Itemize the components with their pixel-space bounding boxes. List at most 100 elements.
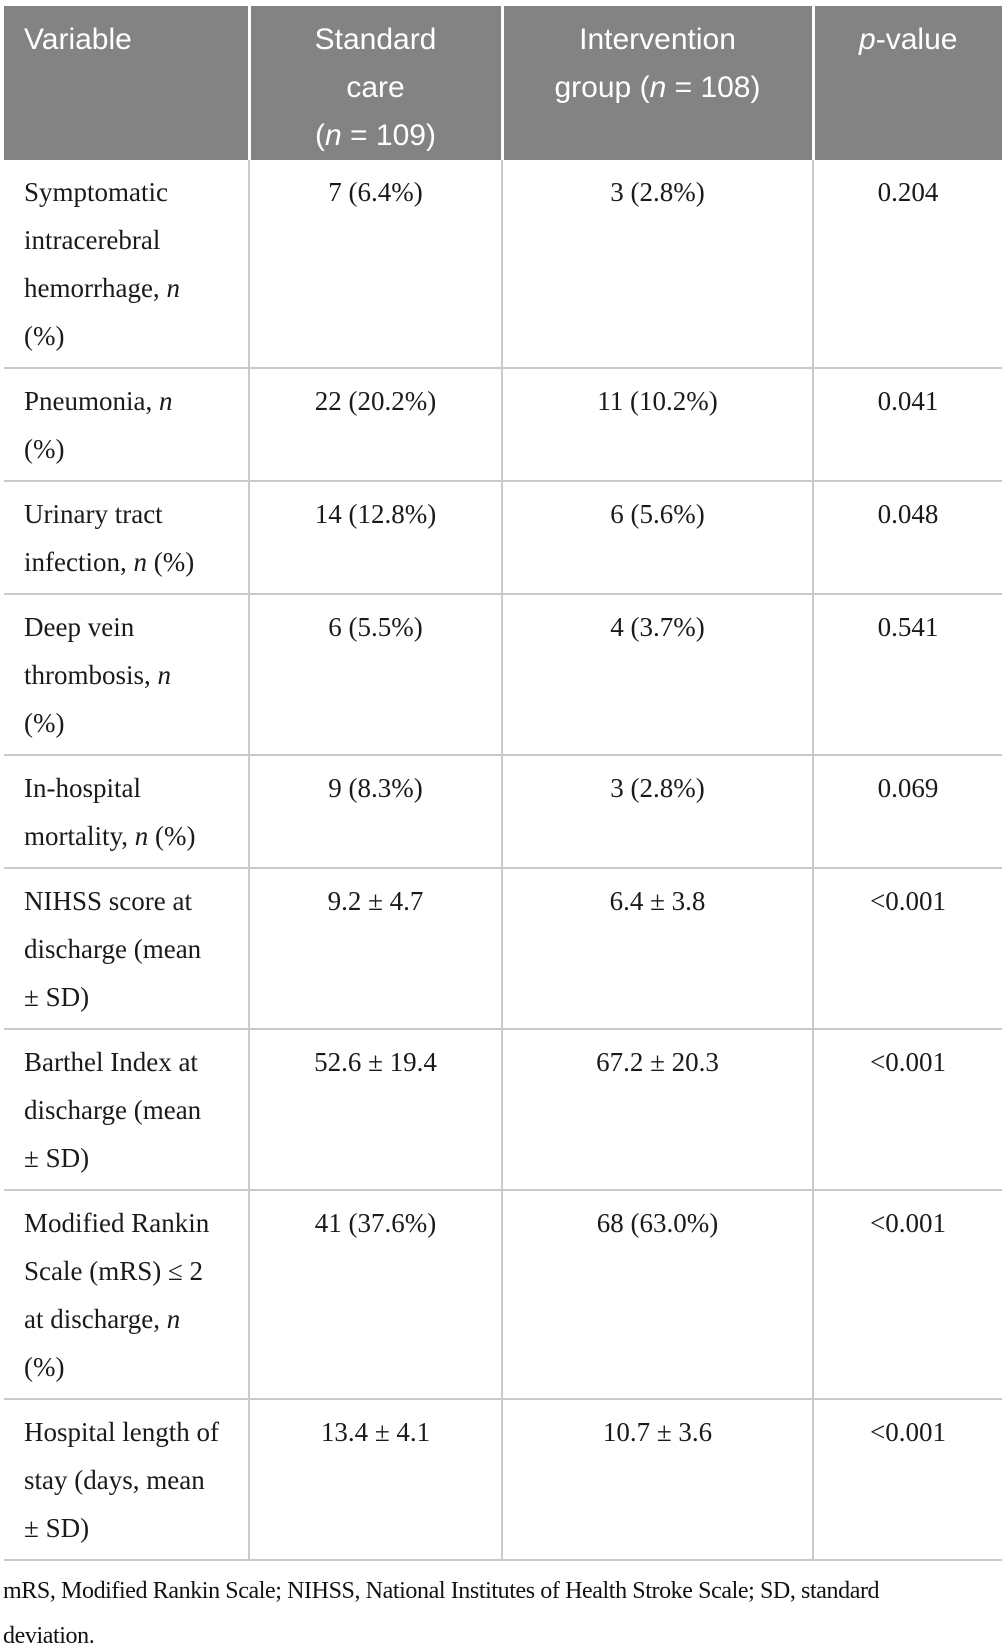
text-segment: Standard xyxy=(314,23,437,56)
cell-p-value: 0.069 xyxy=(812,754,1002,868)
cell-p-value: 0.541 xyxy=(812,593,1002,755)
text-segment: n xyxy=(166,273,180,303)
text-segment: stay (days, mean xyxy=(24,1465,205,1495)
text-segment: infection, xyxy=(24,547,134,577)
cell-intervention: 68 (63.0%) xyxy=(501,1189,813,1399)
text-segment: n xyxy=(166,1304,181,1334)
row-variable-label: Barthel Index at discharge (mean ± SD) xyxy=(4,1028,249,1190)
text-segment: ± SD) xyxy=(24,1513,90,1543)
text-segment: thrombosis, xyxy=(24,660,158,690)
text-segment: Modified Rankin xyxy=(24,1208,210,1238)
text-segment: Deep vein xyxy=(24,612,135,642)
text-segment: p xyxy=(859,23,876,56)
text-segment: Urinary tract xyxy=(24,499,163,529)
text-segment: (%) xyxy=(24,434,65,464)
text-segment: = 109) xyxy=(341,119,436,152)
cell-p-value: 0.041 xyxy=(812,367,1002,481)
text-segment: Scale (mRS) ≤ 2 xyxy=(24,1256,204,1286)
cell-intervention: 10.7 ± 3.6 xyxy=(501,1398,813,1561)
cell-standard-care: 9 (8.3%) xyxy=(248,754,502,868)
cell-intervention: 6.4 ± 3.8 xyxy=(501,867,813,1029)
cell-standard-care: 9.2 ± 4.7 xyxy=(248,867,502,1029)
text-segment: (%) xyxy=(146,547,195,577)
table-row: Modified Rankin Scale (mRS) ≤ 2 at dischar… xyxy=(4,1189,1002,1399)
text-segment: Intervention xyxy=(579,23,736,56)
cell-standard-care: 6 (5.5%) xyxy=(248,593,502,755)
table-row: Urinary tract infection, n (%) 14 (12.8%)… xyxy=(4,480,1002,594)
row-variable-label: NIHSS score at discharge (mean ± SD) xyxy=(4,867,249,1029)
text-segment: In-hospital xyxy=(24,773,141,803)
text-segment: n xyxy=(157,660,172,690)
text-segment: ± SD) xyxy=(24,982,90,1012)
text-segment: (%) xyxy=(24,708,65,738)
text-segment: n xyxy=(159,386,173,416)
table-row: Hospital length of stay (days, mean ± SD) … xyxy=(4,1398,1002,1561)
row-variable-label: Symptomatic intracerebral hemorrhage, n (%) xyxy=(4,160,249,368)
cell-p-value: 0.048 xyxy=(812,480,1002,594)
text-segment: at discharge, xyxy=(24,1304,167,1334)
table-row: Pneumonia, n (%) 22 (20.2%) 11 (10.2%) 0.… xyxy=(4,367,1002,481)
table-row: Barthel Index at discharge (mean ± SD) 52.… xyxy=(4,1028,1002,1190)
header-variable: Variable xyxy=(4,6,249,160)
row-variable-label: In-hospital mortality, n (%) xyxy=(4,754,249,868)
cell-p-value: 0.204 xyxy=(812,160,1002,368)
cell-standard-care: 22 (20.2%) xyxy=(248,367,502,481)
header-standard-care: Standard care (n = 109) xyxy=(247,6,502,160)
table-row: Deep vein thrombosis, n (%) 6 (5.5%) 4 (3.… xyxy=(4,593,1002,755)
text-segment: discharge (mean xyxy=(24,1095,202,1125)
text-segment: (%) xyxy=(24,321,65,351)
table-row: Symptomatic intracerebral hemorrhage, n (%)… xyxy=(4,160,1002,368)
row-variable-label: Deep vein thrombosis, n (%) xyxy=(4,593,249,755)
text-segment: Hospital length of xyxy=(24,1417,219,1447)
cell-standard-care: 14 (12.8%) xyxy=(248,480,502,594)
cell-intervention: 67.2 ± 20.3 xyxy=(501,1028,813,1190)
text-segment: n xyxy=(133,547,147,577)
cell-p-value: <0.001 xyxy=(812,1028,1002,1190)
row-variable-label: Hospital length of stay (days, mean ± SD) xyxy=(4,1398,249,1561)
text-segment: Symptomatic xyxy=(24,177,168,207)
text-segment: = 108) xyxy=(666,71,761,104)
cell-standard-care: 41 (37.6%) xyxy=(248,1189,502,1399)
clinical-outcomes-table: Variable Standard care (n = 109) Intervent… xyxy=(4,6,1002,1561)
cell-intervention: 4 (3.7%) xyxy=(501,593,813,755)
text-segment: ± SD) xyxy=(24,1143,90,1173)
text-segment: (%) xyxy=(148,821,196,851)
text-segment: care xyxy=(346,71,405,104)
cell-standard-care: 52.6 ± 19.4 xyxy=(248,1028,502,1190)
text-segment: n xyxy=(134,821,149,851)
text-segment: n xyxy=(325,119,342,152)
text-segment: n xyxy=(649,71,667,104)
row-variable-label: Modified Rankin Scale (mRS) ≤ 2 at dischar… xyxy=(4,1189,249,1399)
text-segment: NIHSS score at xyxy=(24,886,192,916)
cell-p-value: <0.001 xyxy=(812,867,1002,1029)
table-footnote: mRS, Modified Rankin Scale; NIHSS, Natio… xyxy=(3,1569,1003,1648)
text-segment: intracerebral xyxy=(24,225,161,255)
row-variable-label: Urinary tract infection, n (%) xyxy=(4,480,249,594)
header-intervention-group: Intervention group (n = 108) xyxy=(500,6,813,160)
text-segment: -value xyxy=(875,23,958,56)
text-segment: Variable xyxy=(24,23,132,56)
row-variable-label: Pneumonia, n (%) xyxy=(4,367,249,481)
text-segment: mortality, xyxy=(24,821,135,851)
text-segment: discharge (mean xyxy=(24,934,202,964)
text-segment: deviation. xyxy=(3,1623,95,1648)
cell-intervention: 3 (2.8%) xyxy=(501,754,813,868)
cell-intervention: 11 (10.2%) xyxy=(501,367,813,481)
text-segment: Pneumonia, xyxy=(24,386,159,416)
text-segment: mRS, Modified Rankin Scale; NIHSS, Natio… xyxy=(3,1578,880,1604)
text-segment: (%) xyxy=(24,1352,65,1382)
table-row: NIHSS score at discharge (mean ± SD) 9.2 ±… xyxy=(4,867,1002,1029)
table-row: In-hospital mortality, n (%) 9 (8.3%) 3 (… xyxy=(4,754,1002,868)
cell-p-value: <0.001 xyxy=(812,1398,1002,1561)
cell-intervention: 3 (2.8%) xyxy=(501,160,813,368)
cell-standard-care: 7 (6.4%) xyxy=(248,160,502,368)
text-segment: Barthel Index at xyxy=(24,1047,198,1077)
cell-intervention: 6 (5.6%) xyxy=(501,480,813,594)
cell-p-value: <0.001 xyxy=(812,1189,1002,1399)
cell-standard-care: 13.4 ± 4.1 xyxy=(248,1398,502,1561)
text-segment: hemorrhage, xyxy=(24,273,167,303)
table-header-row: Variable Standard care (n = 109) Intervent… xyxy=(4,6,1002,160)
header-p-value: p-value xyxy=(811,6,1002,160)
text-segment: group ( xyxy=(554,71,650,104)
